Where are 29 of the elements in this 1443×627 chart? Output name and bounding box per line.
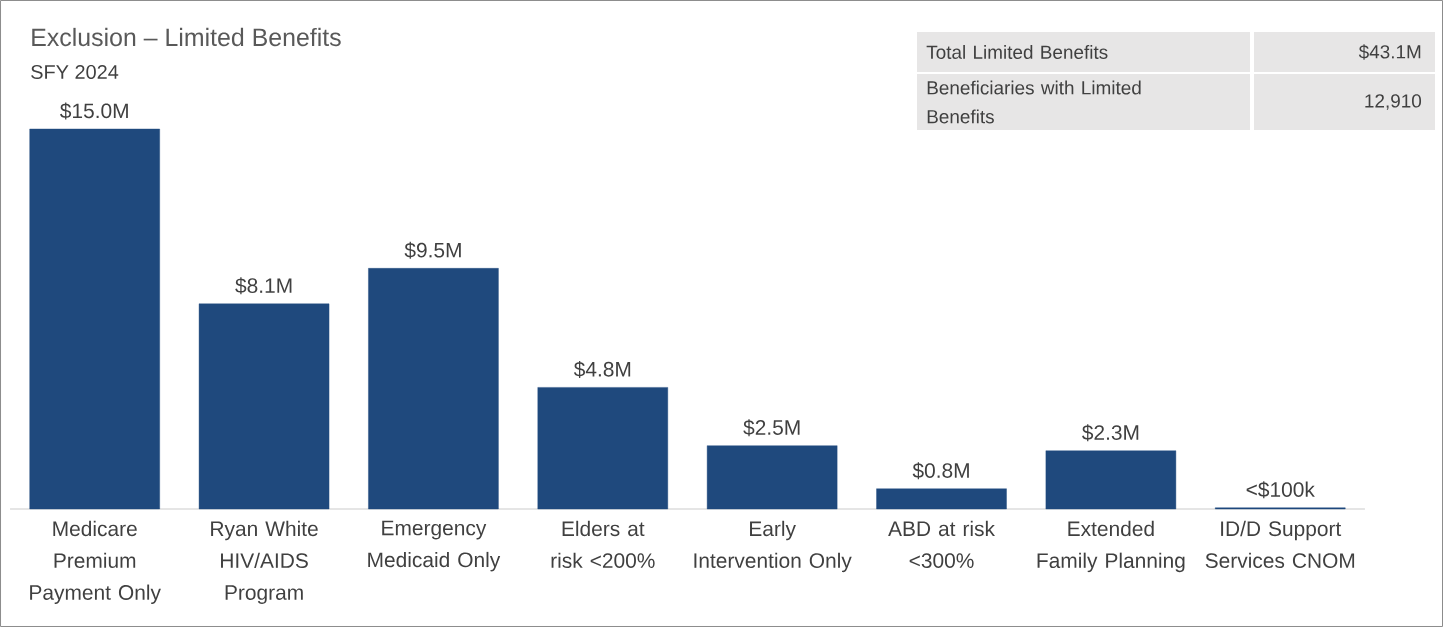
bar bbox=[537, 387, 668, 510]
x-tick-label: Early Intervention Only bbox=[694, 520, 852, 573]
x-tick-label: Ryan White HIV/AIDS Program bbox=[211, 520, 318, 605]
data-label: $2.3M bbox=[1082, 424, 1139, 442]
x-tick-label: ID/D Support Services CNOM bbox=[1205, 520, 1355, 569]
x-tick-label: Emergency Medicaid Only bbox=[368, 520, 501, 572]
text: $43.1M bbox=[1358, 44, 1421, 60]
bar bbox=[29, 128, 160, 510]
text: Beneficiaries with Limited Benefits bbox=[927, 80, 1141, 124]
data-label: $0.8M bbox=[912, 462, 969, 480]
text: 12,910 bbox=[1365, 94, 1422, 110]
x-tick-label: Medicare Premium Payment Only bbox=[30, 520, 161, 605]
chart-title: Exclusion – Limited Benefits bbox=[32, 27, 341, 47]
data-label: $4.8M bbox=[573, 360, 631, 378]
bar bbox=[876, 488, 1007, 510]
chart-subtitle: SFY 2024 bbox=[31, 64, 119, 80]
x-tick-label: ABD at risk <300% bbox=[888, 520, 995, 569]
bar bbox=[1045, 450, 1177, 510]
bar bbox=[198, 303, 330, 510]
data-label: $15.0M bbox=[60, 102, 128, 120]
data-label: <$100k bbox=[1246, 481, 1315, 499]
bar bbox=[368, 268, 499, 510]
data-label: $8.1M bbox=[235, 277, 292, 295]
x-tick-label: Extended Family Planning bbox=[1037, 520, 1185, 573]
data-label: $9.5M bbox=[404, 241, 461, 259]
data-label: $2.5M bbox=[743, 419, 800, 437]
bar bbox=[706, 445, 838, 510]
x-tick-label: Elders at risk <200% bbox=[551, 520, 655, 569]
text: Total Limited Benefits bbox=[926, 45, 1108, 59]
